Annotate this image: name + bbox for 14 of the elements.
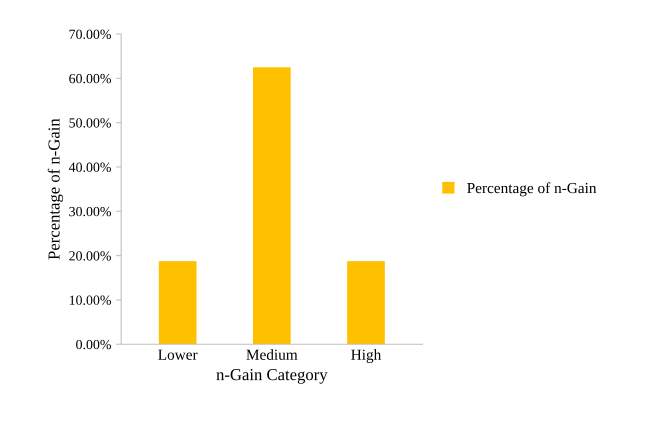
y-tick-label: 10.00% — [70, 296, 111, 305]
x-axis-title: n-Gain Category — [216, 369, 328, 384]
x-tick-label: High — [351, 349, 382, 364]
y-tick-label: 40.00% — [68, 162, 111, 172]
y-tick-label: 50.00% — [69, 118, 111, 128]
y-tick-label: 30.00% — [69, 206, 111, 216]
y-axis-title: Percentage of n-Gain — [48, 118, 64, 260]
y-tick-label: 20.00% — [69, 251, 111, 261]
legend-label: Percentage of n-Gain — [467, 182, 596, 196]
x-tick-label: Medium — [246, 349, 298, 360]
x-tick-label: Lower — [158, 350, 198, 360]
y-tick-label: 70.00% — [70, 30, 111, 40]
y-tick-label: 60.00% — [69, 74, 111, 84]
y-tick-label: 0.00% — [76, 340, 111, 350]
